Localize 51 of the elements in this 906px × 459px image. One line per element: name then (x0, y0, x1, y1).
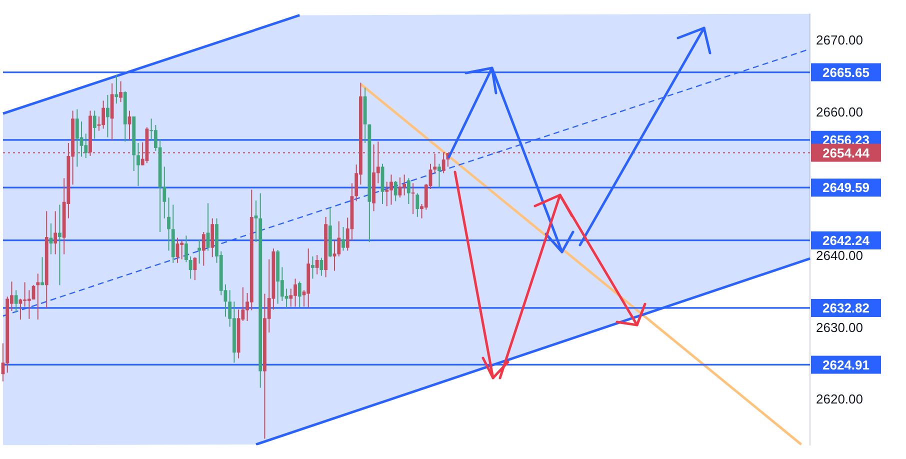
ref-line-label: 2649.59 (822, 180, 870, 196)
candlestick (40, 256, 44, 286)
candlestick (438, 163, 441, 188)
candlestick (14, 290, 18, 313)
candlestick (385, 181, 389, 207)
y-tick-label: 2640.00 (816, 248, 863, 263)
candlestick (84, 133, 88, 159)
candlestick (402, 174, 406, 196)
candlestick (114, 74, 118, 104)
ref-line-label: 2665.65 (822, 64, 870, 80)
candlestick (254, 200, 258, 243)
candlestick (58, 204, 62, 286)
ref-line-label: 2654.44 (822, 145, 870, 160)
candlestick (188, 256, 192, 280)
candlestick (210, 218, 214, 258)
candlestick (315, 254, 319, 275)
candlestick (106, 94, 110, 138)
candlestick (167, 197, 170, 252)
candlestick (75, 108, 79, 168)
candlestick (36, 273, 40, 320)
candlestick (342, 226, 345, 252)
candlestick (198, 239, 201, 264)
candlestick (289, 288, 293, 308)
candlestick (193, 256, 197, 281)
candlestick (332, 240, 336, 272)
candlestick (128, 110, 132, 141)
ref-line-label: 2632.82 (822, 300, 870, 316)
candlestick (320, 257, 324, 276)
ref-line-label: 2642.24 (822, 232, 870, 248)
candlestick (416, 192, 420, 218)
candlestick (136, 142, 140, 187)
candlestick (92, 110, 96, 140)
candlestick (406, 178, 410, 205)
candlestick (298, 281, 302, 308)
y-tick-label: 2620.00 (816, 392, 863, 407)
candlestick (102, 100, 106, 130)
candlestick (311, 256, 314, 280)
candlestick (394, 180, 398, 202)
candlestick (119, 80, 122, 103)
candlestick (180, 240, 184, 260)
ref-line-label: 2624.91 (822, 357, 870, 372)
candlestick (337, 220, 341, 257)
y-tick-label: 2660.00 (816, 104, 863, 120)
y-tick-label: 2670.00 (816, 32, 863, 48)
y-tick-label: 2630.00 (816, 320, 863, 335)
candlestick (184, 235, 188, 263)
candlestick (54, 210, 58, 255)
candlestick (206, 202, 210, 252)
candlestick (202, 232, 206, 266)
candlestick (27, 290, 31, 320)
candlestick (18, 298, 22, 320)
